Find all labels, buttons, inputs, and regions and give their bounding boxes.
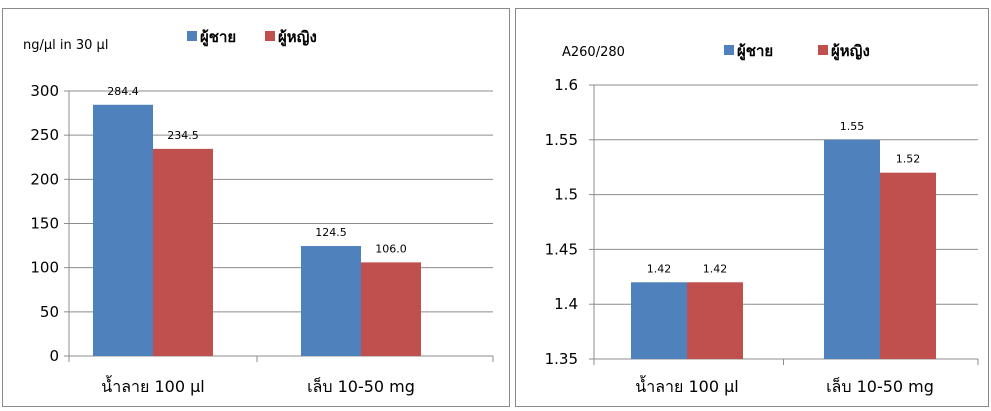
x-category-label: เล็บ 10-50 mg xyxy=(307,376,415,396)
bar xyxy=(361,262,421,356)
data-label: 106.0 xyxy=(375,242,407,255)
data-label: 284.4 xyxy=(107,85,139,98)
bar xyxy=(824,139,880,359)
y-tick-label: 1.55 xyxy=(545,131,578,149)
bar xyxy=(153,148,213,356)
y-tick-label: 50 xyxy=(40,303,59,321)
y-tick-label: 0 xyxy=(49,347,59,365)
y-axis-label: ng/µl in 30 µl xyxy=(23,38,108,53)
data-label: 234.5 xyxy=(167,129,199,142)
x-category-label: น้ำลาย 100 µl xyxy=(635,375,738,396)
legend-label: ผู้ชาย xyxy=(200,28,236,47)
y-tick-label: 1.4 xyxy=(554,295,578,313)
legend-swatch xyxy=(818,45,828,55)
chart-a260-280: 1.35 1.4 1.45 1.5 1.55 1.6 A260/280 ผู้ชาย ผู้หญ… xyxy=(545,42,979,396)
legend-label: ผู้ชาย xyxy=(737,42,773,61)
y-tick-label: 1.45 xyxy=(545,240,578,258)
y-tick-label: 250 xyxy=(30,126,59,144)
y-axis-label: A260/280 xyxy=(562,45,625,60)
x-category-label: น้ำลาย 100 µl xyxy=(101,375,204,396)
bar xyxy=(93,104,153,356)
legend-swatch xyxy=(724,45,734,55)
legend-label: ผู้หญิง xyxy=(831,42,870,61)
data-label: 1.55 xyxy=(840,120,865,133)
bar xyxy=(631,282,687,359)
bar xyxy=(880,172,936,359)
chart-panel-a260-280: 1.35 1.4 1.45 1.5 1.55 1.6 A260/280 ผู้ชาย ผู้หญ… xyxy=(515,8,989,407)
legend-swatch xyxy=(265,31,275,41)
y-tick-label: 150 xyxy=(30,215,59,233)
y-tick-label: 200 xyxy=(30,170,59,188)
y-tick-label: 1.6 xyxy=(554,76,578,94)
legend-swatch xyxy=(187,31,197,41)
y-tick-label: 100 xyxy=(30,259,59,277)
y-tick-label: 1.5 xyxy=(554,186,578,204)
chart-panel-dna-concentration: 0 50 100 150 200 250 300 ng/µl in 30 µl ผู้ชาย ผู… xyxy=(2,8,510,407)
bar xyxy=(687,282,743,359)
bar xyxy=(301,246,361,356)
data-label: 1.42 xyxy=(703,262,728,275)
x-category-label: เล็บ 10-50 mg xyxy=(826,376,934,396)
data-label: 124.5 xyxy=(315,226,347,239)
chart-dna-concentration: 0 50 100 150 200 250 300 ng/µl in 30 µl ผู้ชาย ผู… xyxy=(23,28,494,396)
y-tick-label: 300 xyxy=(30,82,59,100)
data-label: 1.42 xyxy=(647,262,672,275)
y-tick-label: 1.35 xyxy=(545,350,578,368)
data-label: 1.52 xyxy=(896,153,921,166)
legend-label: ผู้หญิง xyxy=(278,28,317,47)
